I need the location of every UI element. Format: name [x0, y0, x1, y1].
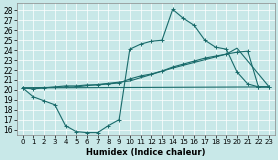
- X-axis label: Humidex (Indice chaleur): Humidex (Indice chaleur): [86, 148, 206, 156]
